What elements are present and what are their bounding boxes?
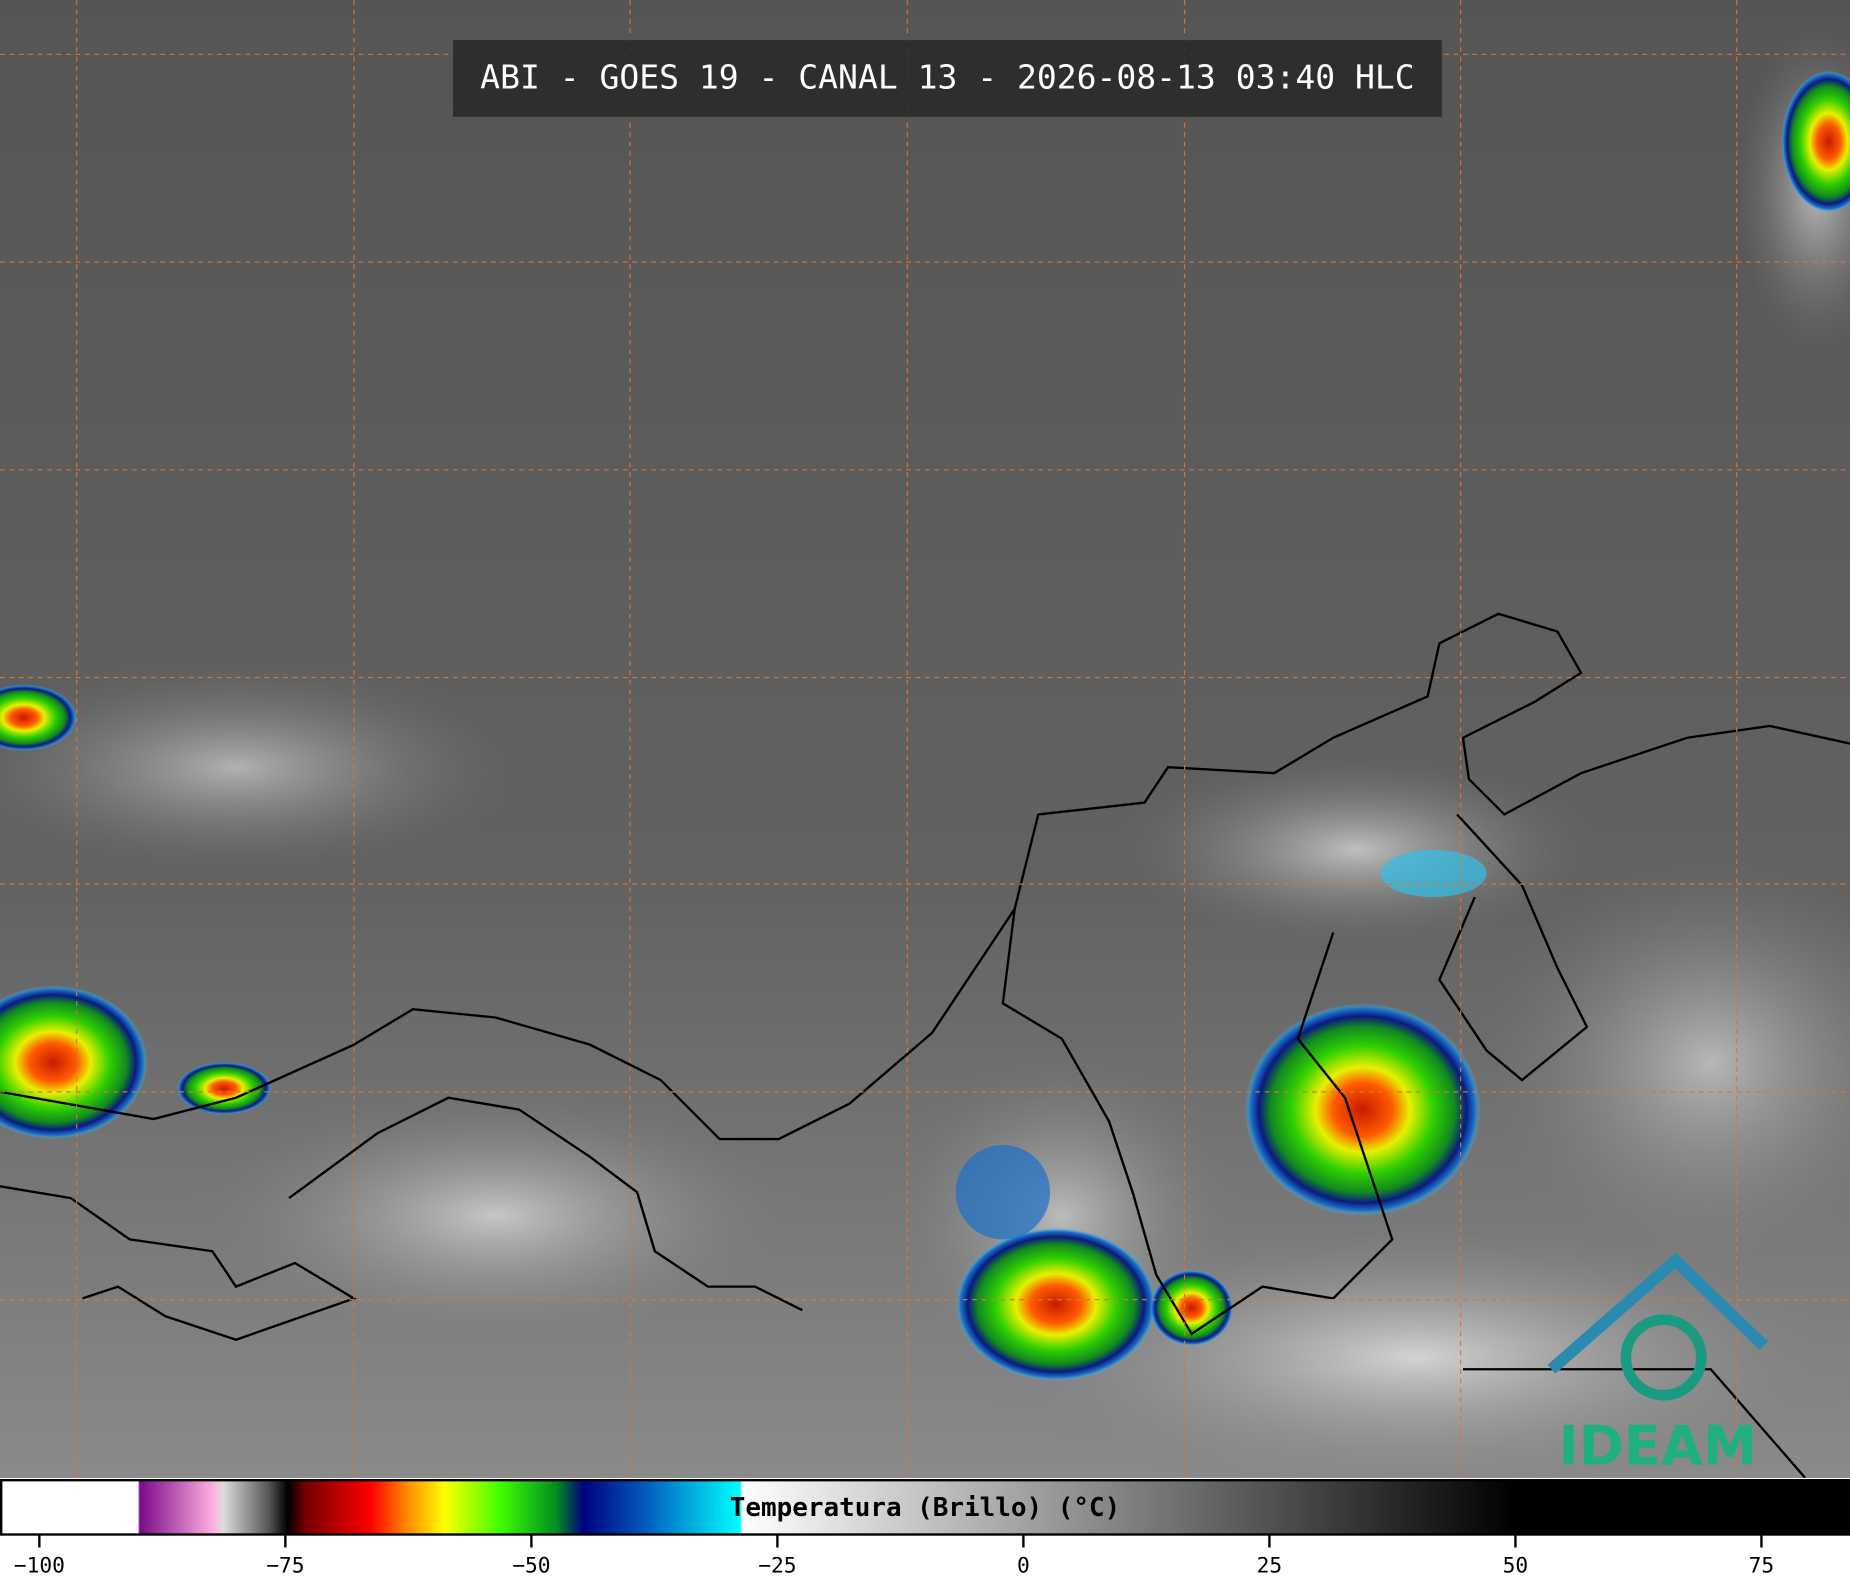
- tick-label: 0: [1017, 1553, 1030, 1577]
- tick-label: −75: [266, 1553, 304, 1577]
- tick-label: −50: [512, 1553, 550, 1577]
- colorbar-ticks: −100 −75 −50 −25 0 25 50 75: [14, 1534, 1775, 1577]
- tick-label: −25: [758, 1553, 796, 1577]
- lat-lon-grid: [0, 0, 1850, 1478]
- logo: IDEAM: [1547, 1252, 1768, 1478]
- tick-label: 25: [1257, 1553, 1283, 1577]
- tick-label: 75: [1749, 1553, 1775, 1577]
- colorbar-label: Temperatura (Brillo) (°C): [730, 1493, 1121, 1523]
- colorbar: [0, 1479, 1850, 1536]
- tick-label: 50: [1503, 1553, 1529, 1577]
- coastlines: [0, 612, 1850, 1479]
- logo-text: IDEAM: [1559, 1415, 1757, 1478]
- title: ABI - GOES 19 - CANAL 13 - 2026-08-13 03…: [480, 58, 1414, 97]
- tick-label: −100: [14, 1553, 65, 1577]
- title-box: [450, 37, 1445, 120]
